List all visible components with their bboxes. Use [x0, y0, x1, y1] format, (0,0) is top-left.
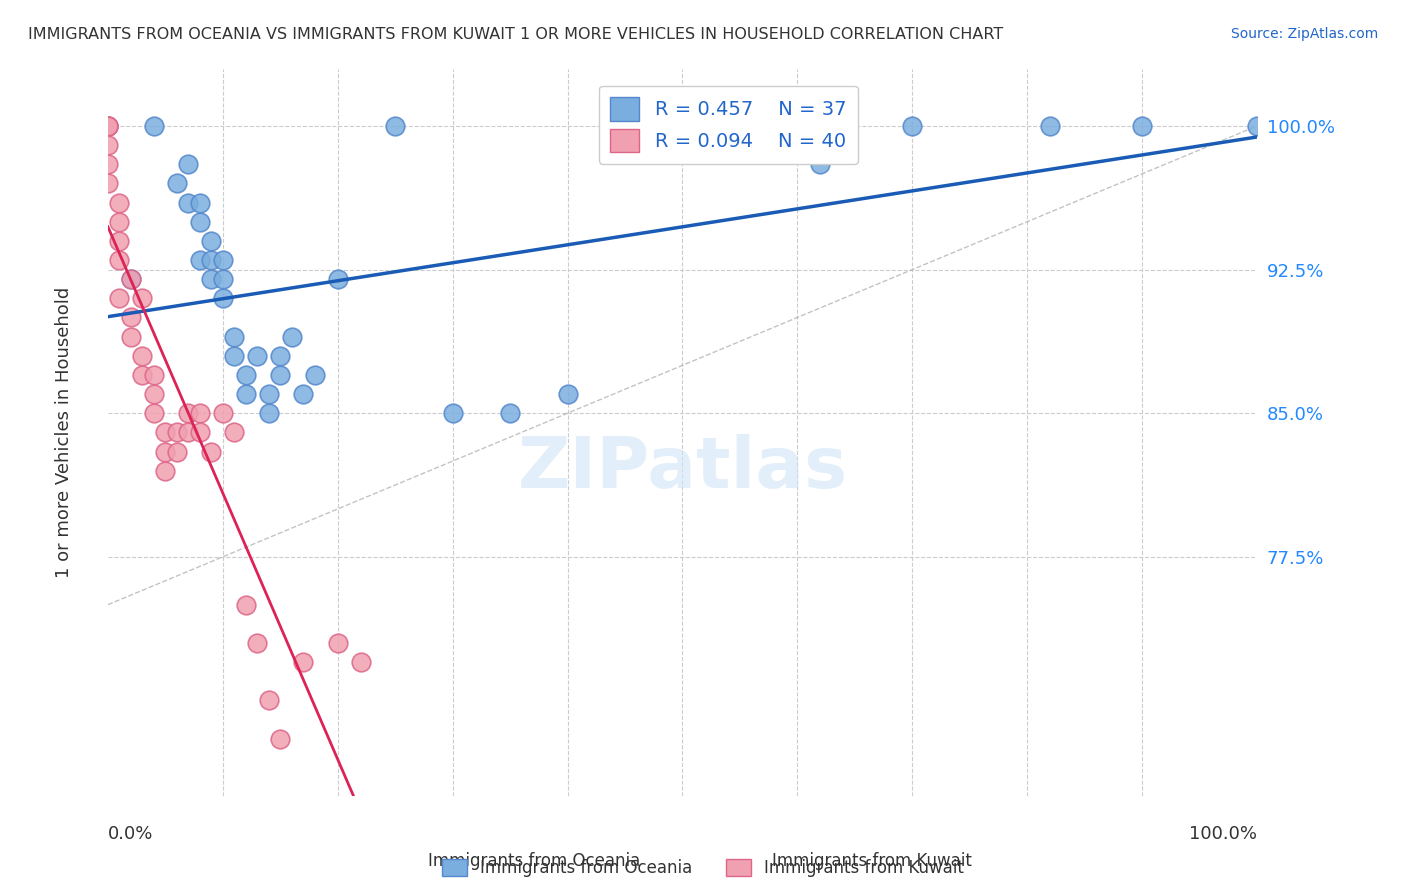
- Point: [131, 349, 153, 363]
- Point: [269, 349, 291, 363]
- Point: [177, 195, 200, 210]
- Point: [280, 329, 302, 343]
- Point: [901, 119, 924, 133]
- Point: [384, 119, 406, 133]
- Point: [1246, 119, 1268, 133]
- Point: [188, 215, 211, 229]
- Point: [257, 406, 280, 420]
- Point: [155, 425, 177, 440]
- Point: [257, 693, 280, 707]
- Point: [177, 157, 200, 171]
- Point: [155, 464, 177, 478]
- Point: [235, 387, 257, 401]
- Point: [235, 598, 257, 612]
- Point: [120, 310, 142, 325]
- Point: [304, 368, 326, 382]
- Point: [269, 368, 291, 382]
- Point: [108, 195, 131, 210]
- Point: [166, 177, 188, 191]
- Text: 0.0%: 0.0%: [108, 825, 153, 843]
- Text: IMMIGRANTS FROM OCEANIA VS IMMIGRANTS FROM KUWAIT 1 OR MORE VEHICLES IN HOUSEHOL: IMMIGRANTS FROM OCEANIA VS IMMIGRANTS FR…: [28, 27, 1004, 42]
- Point: [257, 387, 280, 401]
- Point: [108, 234, 131, 248]
- Point: [120, 272, 142, 286]
- Point: [177, 425, 200, 440]
- Point: [142, 387, 165, 401]
- Point: [131, 291, 153, 305]
- Point: [166, 444, 188, 458]
- Point: [246, 349, 269, 363]
- Point: [1130, 119, 1153, 133]
- Point: [188, 195, 211, 210]
- Point: [224, 349, 246, 363]
- Text: 100.0%: 100.0%: [1189, 825, 1257, 843]
- Point: [292, 387, 315, 401]
- Point: [97, 119, 120, 133]
- Point: [808, 157, 831, 171]
- Point: [120, 272, 142, 286]
- Point: [108, 291, 131, 305]
- Point: [97, 119, 120, 133]
- Point: [292, 655, 315, 669]
- Point: [557, 387, 579, 401]
- Point: [188, 425, 211, 440]
- Text: ZIPatlas: ZIPatlas: [517, 434, 848, 503]
- Point: [499, 406, 522, 420]
- Point: [97, 157, 120, 171]
- Text: Source: ZipAtlas.com: Source: ZipAtlas.com: [1230, 27, 1378, 41]
- Legend: Immigrants from Oceania, Immigrants from Kuwait: Immigrants from Oceania, Immigrants from…: [436, 852, 970, 884]
- Point: [441, 406, 464, 420]
- Text: Immigrants from Kuwait: Immigrants from Kuwait: [772, 852, 972, 870]
- Point: [97, 119, 120, 133]
- Point: [142, 406, 165, 420]
- Point: [211, 252, 233, 267]
- Y-axis label: 1 or more Vehicles in Household: 1 or more Vehicles in Household: [55, 286, 73, 578]
- Point: [200, 272, 222, 286]
- Point: [97, 138, 120, 153]
- Point: [224, 329, 246, 343]
- Point: [108, 252, 131, 267]
- Point: [177, 406, 200, 420]
- Point: [97, 177, 120, 191]
- Point: [188, 252, 211, 267]
- Point: [142, 119, 165, 133]
- Point: [155, 444, 177, 458]
- Point: [671, 119, 693, 133]
- Point: [200, 444, 222, 458]
- Point: [131, 368, 153, 382]
- Point: [211, 272, 233, 286]
- Point: [200, 234, 222, 248]
- Point: [246, 636, 269, 650]
- Point: [326, 272, 349, 286]
- Point: [235, 368, 257, 382]
- Point: [211, 291, 233, 305]
- Legend: R = 0.457    N = 37, R = 0.094    N = 40: R = 0.457 N = 37, R = 0.094 N = 40: [599, 86, 858, 164]
- Point: [224, 425, 246, 440]
- Point: [200, 252, 222, 267]
- Point: [211, 406, 233, 420]
- Point: [326, 636, 349, 650]
- Point: [120, 329, 142, 343]
- Point: [142, 368, 165, 382]
- Point: [97, 119, 120, 133]
- Point: [1039, 119, 1062, 133]
- Text: Immigrants from Oceania: Immigrants from Oceania: [429, 852, 640, 870]
- Point: [269, 731, 291, 746]
- Point: [350, 655, 373, 669]
- Point: [188, 406, 211, 420]
- Point: [166, 425, 188, 440]
- Point: [108, 215, 131, 229]
